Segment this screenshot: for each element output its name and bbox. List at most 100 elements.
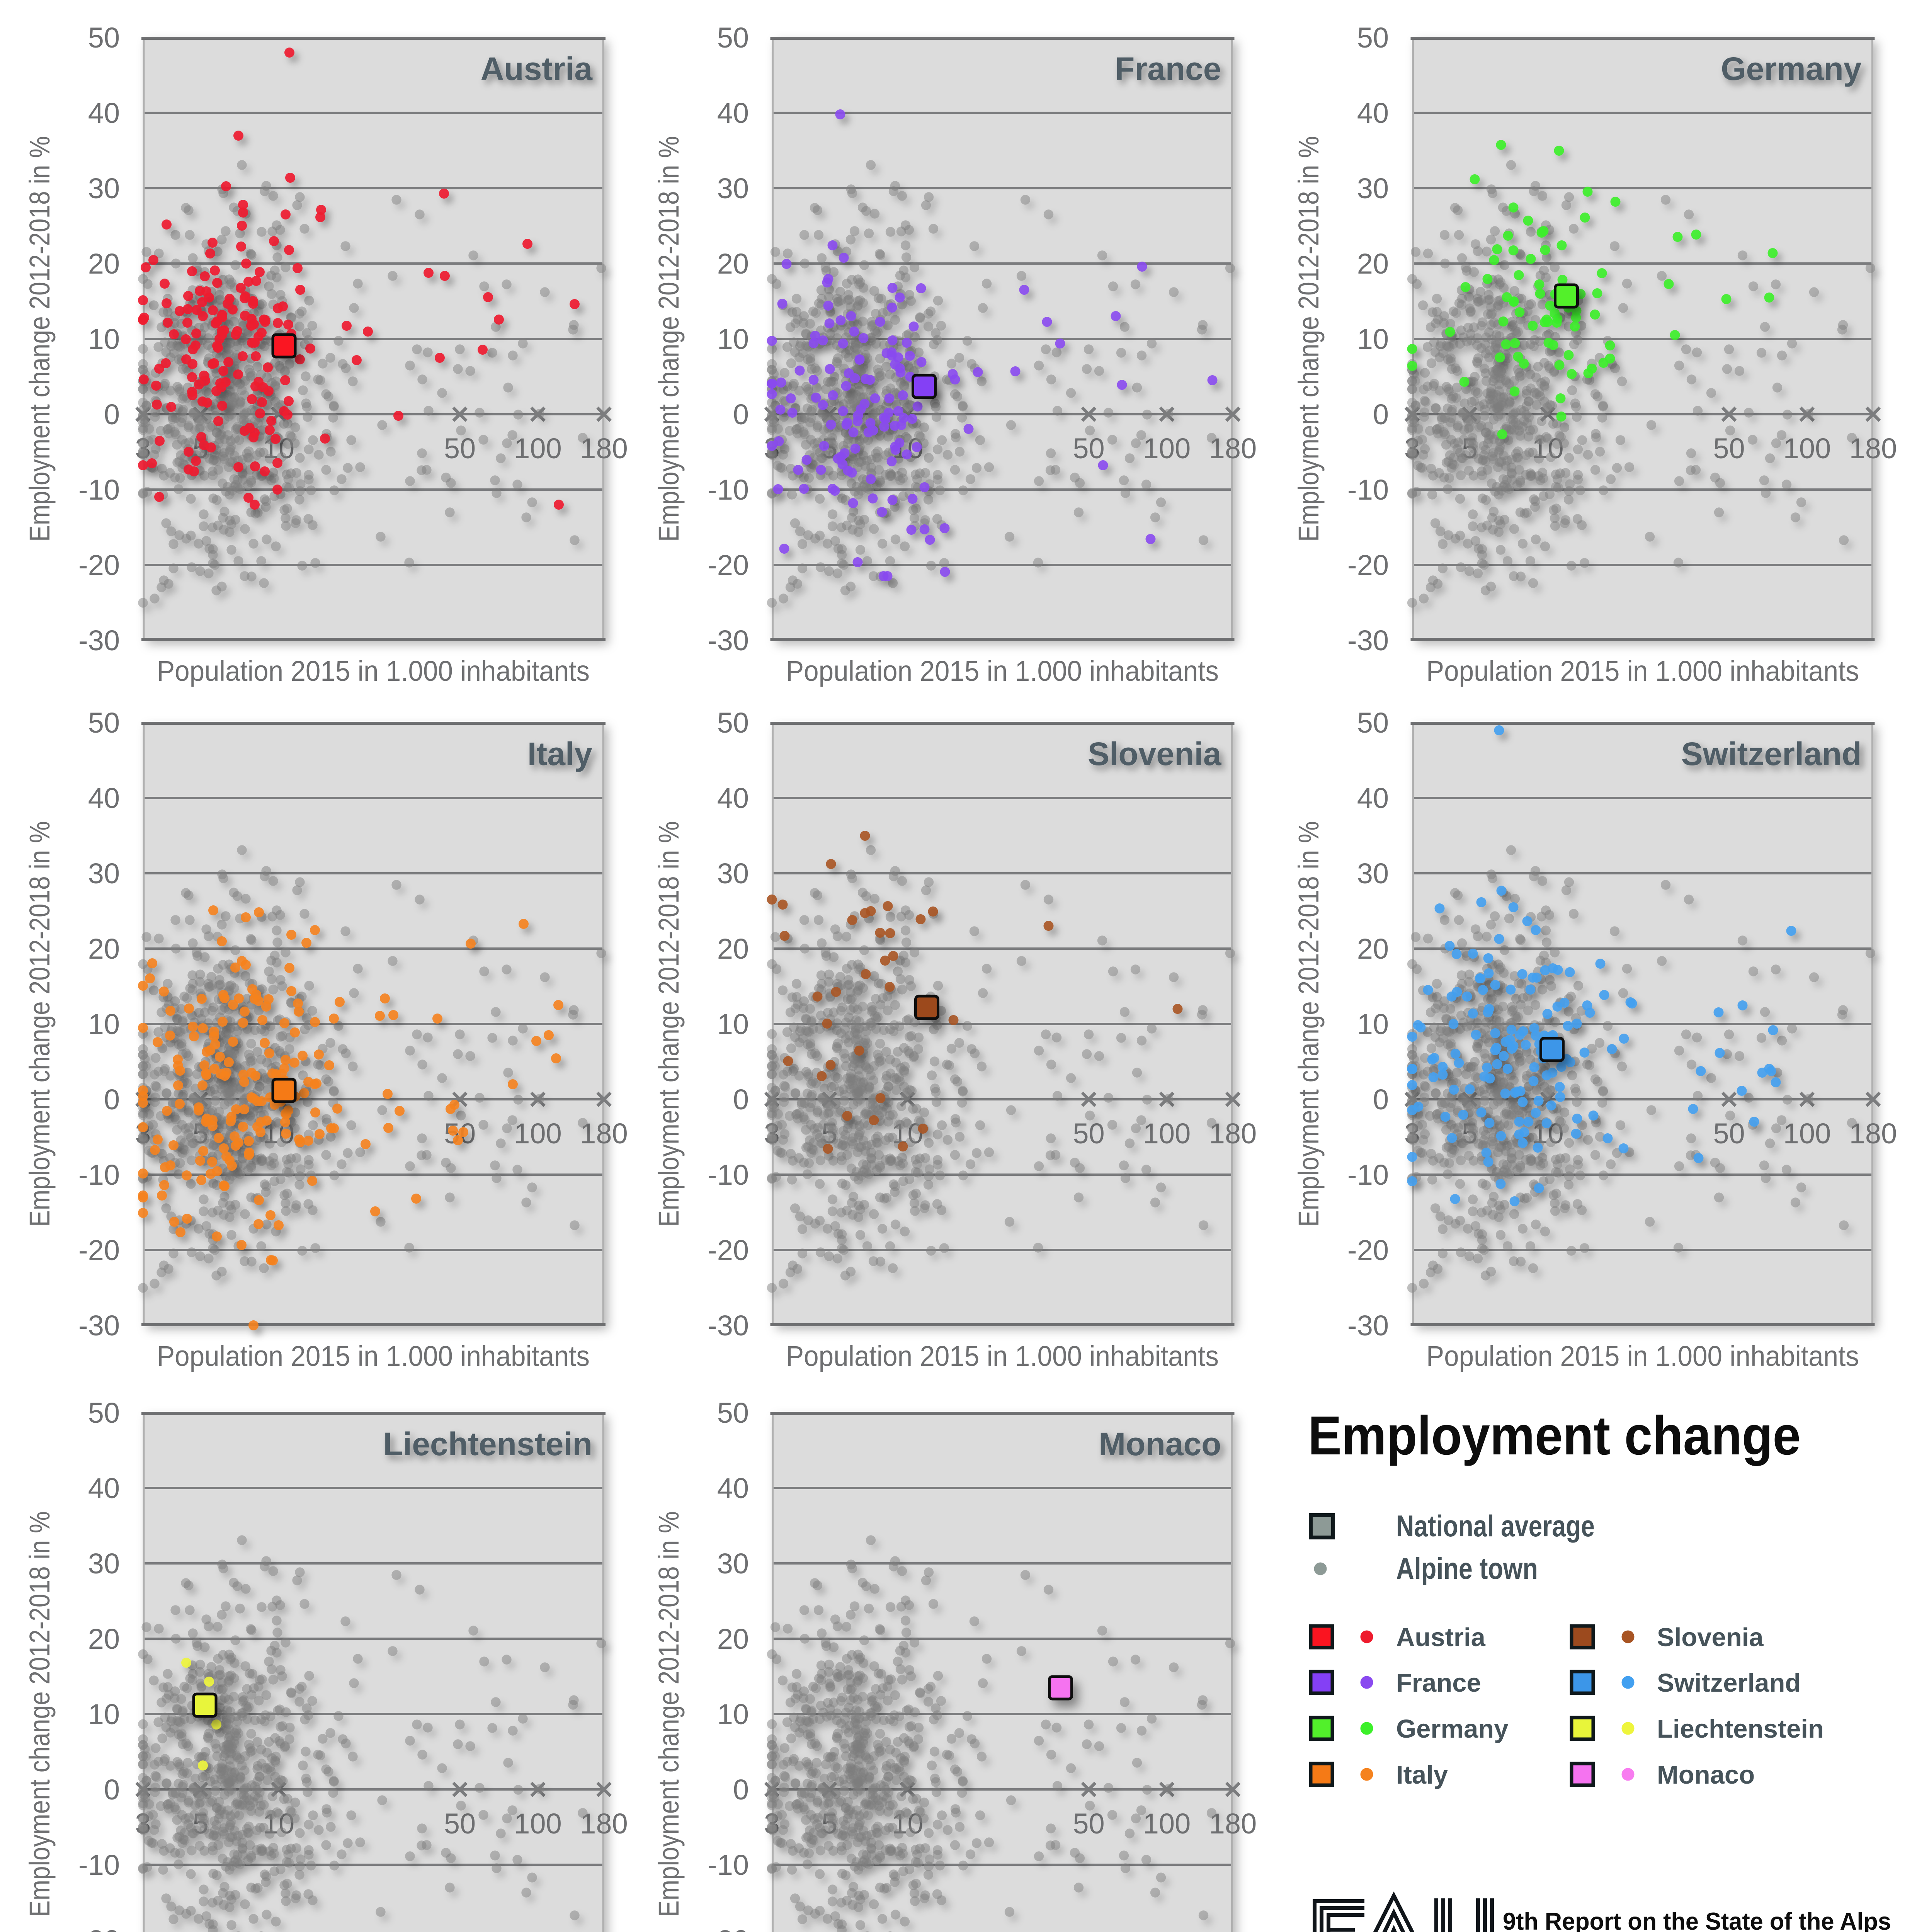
svg-text:France: France bbox=[1115, 51, 1221, 87]
svg-text:-10: -10 bbox=[708, 474, 749, 506]
svg-text:50: 50 bbox=[444, 432, 476, 464]
svg-text:40: 40 bbox=[717, 97, 749, 129]
svg-text:Employment change 2012-2018 in: Employment change 2012-2018 in % bbox=[24, 821, 56, 1227]
svg-text:20: 20 bbox=[717, 248, 749, 280]
svg-text:Germany: Germany bbox=[1721, 51, 1861, 87]
svg-text:20: 20 bbox=[1357, 248, 1389, 280]
svg-text:50: 50 bbox=[1713, 432, 1745, 464]
svg-text:10: 10 bbox=[717, 1008, 749, 1040]
svg-text:100: 100 bbox=[1143, 1117, 1191, 1150]
svg-text:100: 100 bbox=[1783, 1117, 1831, 1150]
svg-text:Employment change 2012-2018 in: Employment change 2012-2018 in % bbox=[24, 136, 56, 542]
svg-text:0: 0 bbox=[104, 1083, 120, 1116]
svg-text:Employment change 2012-2018 in: Employment change 2012-2018 in % bbox=[653, 1511, 685, 1917]
svg-text:Employment change 2012-2018 in: Employment change 2012-2018 in % bbox=[653, 136, 685, 542]
svg-text:180: 180 bbox=[1209, 1808, 1257, 1840]
svg-text:30: 30 bbox=[88, 1548, 120, 1580]
svg-text:Austria: Austria bbox=[1396, 1623, 1486, 1652]
svg-text:10: 10 bbox=[88, 323, 120, 355]
svg-text:30: 30 bbox=[717, 1548, 749, 1580]
svg-text:Slovenia: Slovenia bbox=[1657, 1623, 1764, 1652]
svg-text:20: 20 bbox=[88, 933, 120, 965]
svg-text:Monaco: Monaco bbox=[1657, 1760, 1755, 1789]
svg-text:10: 10 bbox=[88, 1698, 120, 1730]
svg-text:30: 30 bbox=[717, 857, 749, 889]
svg-text:50: 50 bbox=[1357, 22, 1389, 54]
svg-text:40: 40 bbox=[88, 782, 120, 814]
svg-text:10: 10 bbox=[717, 323, 749, 355]
svg-text:10: 10 bbox=[1357, 323, 1389, 355]
svg-text:-20: -20 bbox=[708, 1234, 749, 1266]
svg-text:30: 30 bbox=[1357, 172, 1389, 204]
svg-text:Population 2015 in 1.000 inhab: Population 2015 in 1.000 inhabitants bbox=[1426, 655, 1859, 687]
svg-text:0: 0 bbox=[104, 1774, 120, 1806]
svg-text:100: 100 bbox=[514, 1117, 561, 1150]
svg-text:100: 100 bbox=[1143, 432, 1191, 464]
svg-text:Population 2015 in 1.000 inhab: Population 2015 in 1.000 inhabitants bbox=[786, 655, 1219, 687]
svg-text:100: 100 bbox=[1143, 1808, 1191, 1840]
svg-text:100: 100 bbox=[514, 1808, 561, 1840]
svg-text:-20: -20 bbox=[708, 549, 749, 581]
svg-text:50: 50 bbox=[1073, 432, 1104, 464]
svg-text:180: 180 bbox=[580, 432, 628, 464]
svg-text:-30: -30 bbox=[78, 624, 120, 656]
svg-text:30: 30 bbox=[1357, 857, 1389, 889]
svg-text:40: 40 bbox=[717, 782, 749, 814]
svg-text:50: 50 bbox=[1713, 1117, 1745, 1150]
svg-text:Population 2015 in 1.000 inhab: Population 2015 in 1.000 inhabitants bbox=[157, 1340, 590, 1372]
svg-text:Italy: Italy bbox=[527, 736, 592, 772]
svg-text:Germany: Germany bbox=[1396, 1714, 1508, 1743]
svg-text:40: 40 bbox=[1357, 97, 1389, 129]
svg-text:0: 0 bbox=[733, 1083, 749, 1116]
svg-text:50: 50 bbox=[717, 707, 749, 739]
svg-text:9th Report on the State of the: 9th Report on the State of the Alps bbox=[1503, 1908, 1891, 1932]
svg-text:20: 20 bbox=[88, 248, 120, 280]
svg-text:30: 30 bbox=[88, 172, 120, 204]
svg-text:-20: -20 bbox=[78, 549, 120, 581]
svg-text:-10: -10 bbox=[1347, 474, 1389, 506]
svg-text:-10: -10 bbox=[1347, 1159, 1389, 1191]
svg-text:100: 100 bbox=[1783, 432, 1831, 464]
svg-text:50: 50 bbox=[1073, 1808, 1104, 1840]
svg-text:Liechtenstein: Liechtenstein bbox=[1657, 1714, 1824, 1743]
svg-text:Slovenia: Slovenia bbox=[1088, 736, 1222, 772]
svg-text:Employment change 2012-2018 in: Employment change 2012-2018 in % bbox=[1293, 821, 1325, 1227]
svg-text:50: 50 bbox=[88, 22, 120, 54]
svg-text:Switzerland: Switzerland bbox=[1657, 1668, 1801, 1697]
svg-text:20: 20 bbox=[1357, 933, 1389, 965]
svg-text:Alpine town: Alpine town bbox=[1396, 1551, 1538, 1585]
svg-text:Employment change: Employment change bbox=[1308, 1405, 1801, 1466]
svg-text:-20: -20 bbox=[1347, 1234, 1389, 1266]
svg-text:50: 50 bbox=[1357, 707, 1389, 739]
svg-text:50: 50 bbox=[717, 1397, 749, 1429]
svg-text:0: 0 bbox=[104, 398, 120, 430]
svg-text:180: 180 bbox=[1209, 1117, 1257, 1150]
svg-text:-10: -10 bbox=[78, 474, 120, 506]
svg-text:Switzerland: Switzerland bbox=[1681, 736, 1862, 772]
svg-text:-30: -30 bbox=[78, 1310, 120, 1342]
svg-text:-20: -20 bbox=[1347, 549, 1389, 581]
svg-text:Population 2015 in 1.000 inhab: Population 2015 in 1.000 inhabitants bbox=[1426, 1340, 1859, 1372]
svg-text:-20: -20 bbox=[708, 1924, 749, 1932]
svg-text:30: 30 bbox=[88, 857, 120, 889]
svg-text:50: 50 bbox=[88, 1397, 120, 1429]
svg-text:-30: -30 bbox=[1347, 1310, 1389, 1342]
svg-text:180: 180 bbox=[580, 1808, 628, 1840]
svg-text:-30: -30 bbox=[1347, 624, 1389, 656]
svg-text:30: 30 bbox=[717, 172, 749, 204]
svg-text:0: 0 bbox=[1373, 1083, 1389, 1116]
svg-text:Italy: Italy bbox=[1396, 1760, 1448, 1789]
svg-text:-20: -20 bbox=[78, 1234, 120, 1266]
svg-text:0: 0 bbox=[1373, 398, 1389, 430]
svg-text:-30: -30 bbox=[708, 624, 749, 656]
svg-text:20: 20 bbox=[88, 1623, 120, 1655]
svg-text:-10: -10 bbox=[708, 1849, 749, 1881]
svg-text:180: 180 bbox=[1209, 432, 1257, 464]
svg-text:National average: National average bbox=[1396, 1509, 1595, 1543]
svg-text:Employment change 2012-2018 in: Employment change 2012-2018 in % bbox=[24, 1511, 56, 1917]
svg-text:Employment change 2012-2018 in: Employment change 2012-2018 in % bbox=[653, 821, 685, 1227]
svg-text:40: 40 bbox=[88, 1472, 120, 1504]
svg-text:-20: -20 bbox=[78, 1924, 120, 1932]
svg-text:20: 20 bbox=[717, 1623, 749, 1655]
svg-text:50: 50 bbox=[717, 22, 749, 54]
